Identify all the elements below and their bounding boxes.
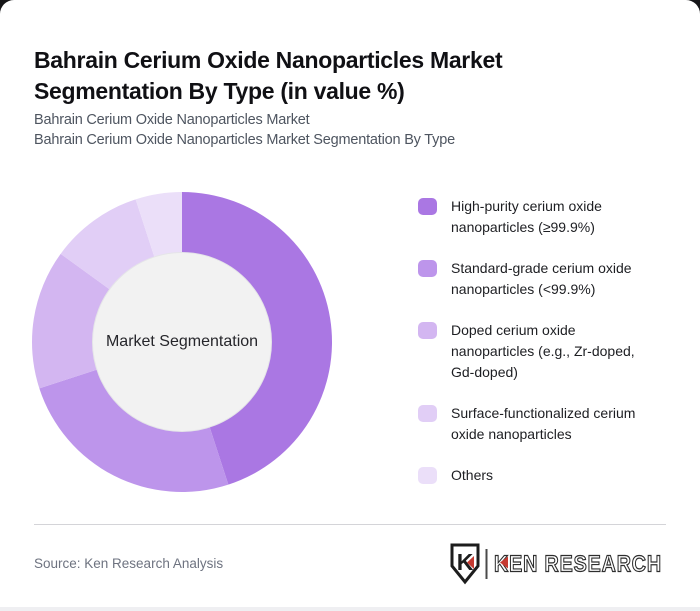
legend-swatch-icon: [418, 260, 437, 277]
source-text: Source: Ken Research Analysis: [34, 556, 224, 571]
legend-item: Others: [418, 465, 656, 486]
legend-item: High-purity cerium oxide nanoparticles (…: [418, 196, 656, 238]
logo-shield-icon: K: [450, 543, 480, 585]
legend-label: Others: [451, 467, 494, 483]
logo-text: KEN RESEARCH: [494, 551, 662, 577]
legend-item: Surface-functionalized cerium oxide nano…: [418, 403, 656, 445]
legend-label: Surface-functionalized cerium oxide nano…: [451, 405, 636, 442]
legend-swatch-icon: [418, 198, 437, 215]
logo-text-red-triangle-icon: [500, 556, 508, 569]
chart-legend: High-purity cerium oxide nanoparticles (…: [418, 196, 656, 486]
ken-research-logo: K KEN RESEARCH: [450, 543, 662, 585]
legend-swatch-icon: [418, 467, 437, 484]
svg-text:K: K: [457, 549, 474, 575]
legend-label: High-purity cerium oxide nanoparticles (…: [451, 198, 602, 235]
donut-center-circle: [92, 252, 272, 432]
donut-segment: [60, 199, 155, 290]
legend-item: Standard-grade cerium oxide nanoparticle…: [418, 258, 656, 300]
donut-segment: [135, 192, 182, 258]
donut-center-label: Market Segmentation: [105, 333, 259, 350]
subtitle-line-1: Bahrain Cerium Oxide Nanoparticles Marke…: [34, 112, 310, 128]
donut-segment: [39, 369, 229, 492]
legend-label: Doped cerium oxide nanoparticles (e.g., …: [451, 322, 635, 380]
legend-label: Standard-grade cerium oxide nanoparticle…: [451, 260, 632, 297]
subtitle-line-2: Bahrain Cerium Oxide Nanoparticles Marke…: [34, 131, 455, 148]
footer-divider: [34, 524, 666, 525]
donut-segment: [32, 253, 110, 389]
donut-chart-svg: [32, 192, 333, 492]
legend-item: Doped cerium oxide nanoparticles (e.g., …: [418, 320, 656, 383]
bottom-strip: [0, 607, 700, 611]
legend-swatch-icon: [418, 322, 437, 339]
logo-red-triangle-icon: [467, 556, 474, 569]
legend-swatch-icon: [418, 405, 437, 422]
page-title: Bahrain Cerium Oxide Nanoparticles Marke…: [34, 47, 503, 105]
donut-chart: [31, 191, 333, 493]
subtitle: Bahrain Cerium Oxide Nanoparticles Marke…: [34, 111, 654, 150]
donut-segment: [182, 192, 333, 485]
logo-separator: [485, 549, 488, 579]
